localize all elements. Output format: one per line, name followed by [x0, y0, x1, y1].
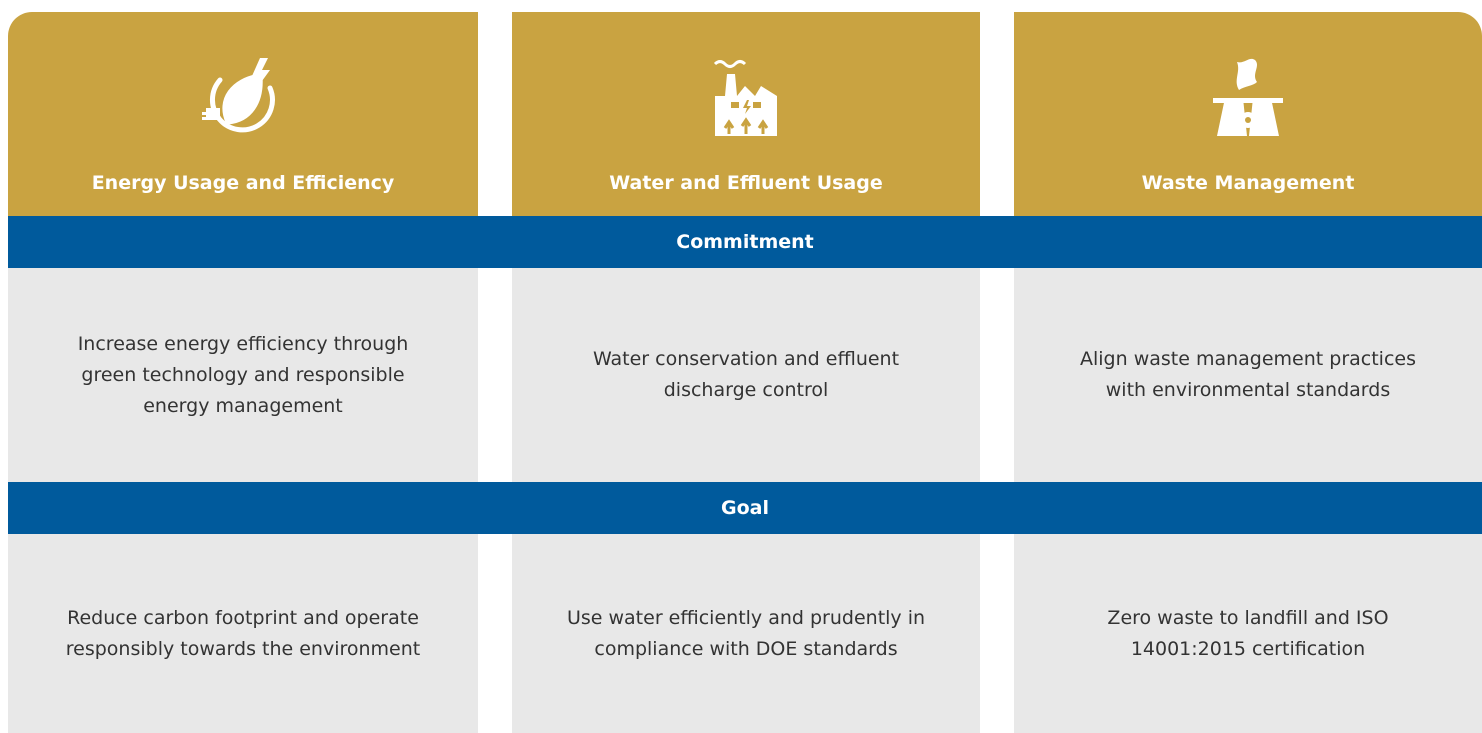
cell-text: Use water efficiently and prudently in c…	[566, 606, 926, 660]
cell: Align waste management practices with en…	[1014, 268, 1482, 482]
column-header: Water and Effluent Usage	[512, 12, 980, 216]
column-title: Energy Usage and Efficiency	[91, 172, 395, 194]
cell-text: Align waste management practices with en…	[1080, 348, 1416, 401]
energy-icon	[202, 58, 275, 133]
column-header: Waste Management	[1014, 12, 1482, 216]
cell-text: Water conservation and effluent discharg…	[592, 348, 900, 401]
column-title: Waste Management	[1141, 172, 1355, 194]
column-title: Water and Effluent Usage	[609, 172, 883, 194]
cell: Reduce carbon footprint and operate resp…	[8, 534, 478, 733]
cell-text: Zero waste to landfill and ISO 14001:201…	[1107, 606, 1389, 660]
cell: Increase energy efficiency through green…	[8, 268, 478, 482]
water-icon	[713, 60, 777, 136]
cell: Use water efficiently and prudently in c…	[512, 534, 980, 733]
section-band: Goal	[8, 482, 1482, 534]
cell: Zero waste to landfill and ISO 14001:201…	[1014, 534, 1482, 733]
cell: Water conservation and effluent discharg…	[512, 268, 980, 482]
section-band: Commitment	[8, 216, 1482, 268]
cell-text: Increase energy efficiency through green…	[77, 332, 409, 417]
column-header: Energy Usage and Efficiency	[8, 12, 478, 216]
waste-icon	[1213, 58, 1283, 136]
cell-text: Reduce carbon footprint and operate resp…	[65, 606, 421, 660]
